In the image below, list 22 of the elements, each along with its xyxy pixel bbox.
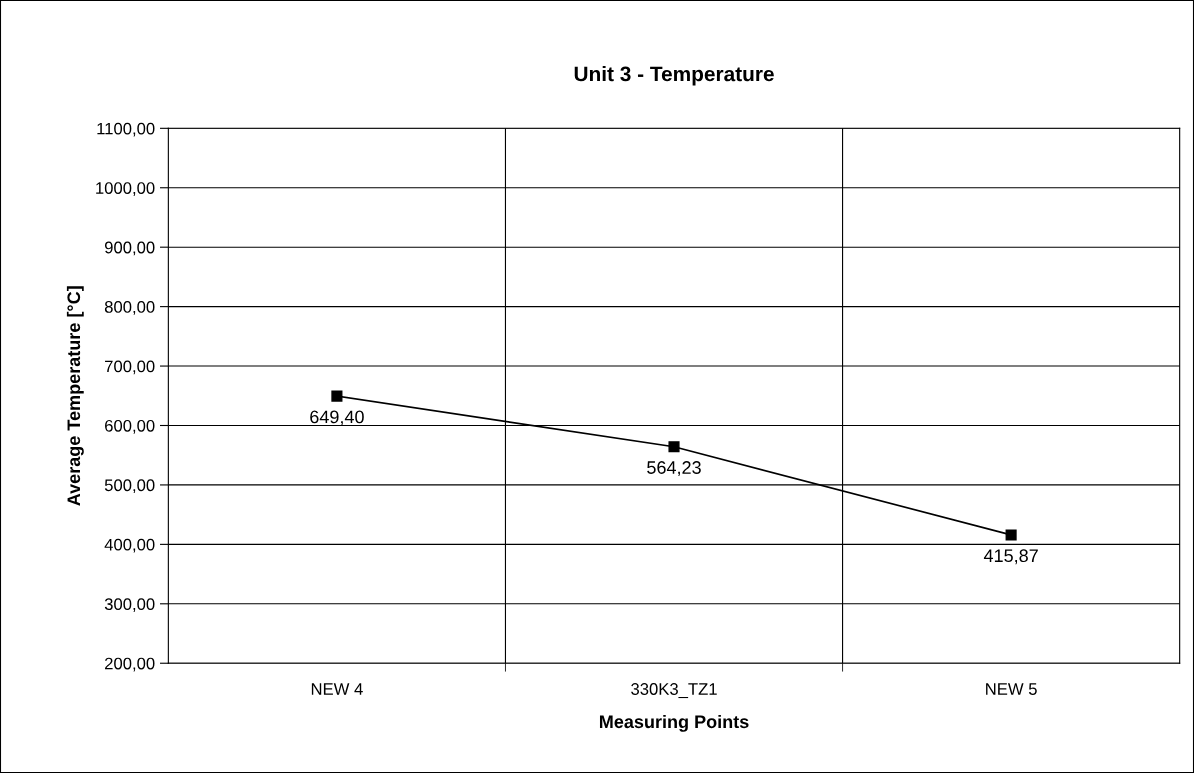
y-tick-label: 500,00 <box>104 479 155 494</box>
point <box>331 390 343 402</box>
point <box>668 441 680 453</box>
y-tick-label: 700,00 <box>105 360 155 375</box>
x-tick-label: NEW 4 <box>311 683 363 695</box>
y-tick-label: 200,00 <box>105 657 155 672</box>
y-axis-title: Average Temperature [°C] <box>66 286 84 506</box>
y-tick-label: 1100,00 <box>97 122 155 137</box>
data-label: 415,87 <box>983 549 1038 565</box>
y-tick-label: 800,00 <box>104 301 155 315</box>
x-axis-title: Measuring Points <box>599 714 749 732</box>
data-label: 649,40 <box>310 410 364 426</box>
x-tick-label: NEW 5 <box>986 683 1037 695</box>
y-tick-label: 400,00 <box>104 538 155 553</box>
chart-title: Unit 3 - Temperature <box>574 66 774 86</box>
point <box>1005 529 1017 541</box>
data-label: 564,23 <box>647 461 701 477</box>
y-tick-label: 1000,00 <box>96 182 155 196</box>
x-tick-label: 330K3_TZ1 <box>631 683 717 699</box>
y-tick-label: 900,00 <box>104 241 155 256</box>
y-tick-label: 600,00 <box>105 419 155 434</box>
y-tick-label: 300,00 <box>104 598 155 612</box>
